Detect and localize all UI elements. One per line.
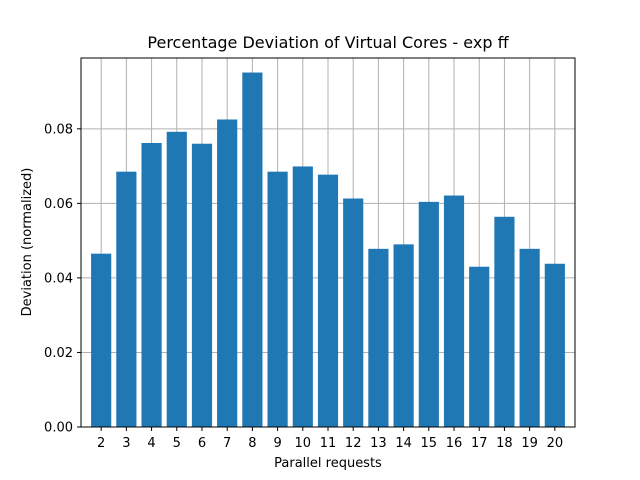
x-axis-label: Parallel requests <box>274 456 382 471</box>
bar-13 <box>368 248 389 427</box>
x-tick-label: 15 <box>421 436 438 451</box>
bar-4 <box>141 142 162 427</box>
x-tick-label: 3 <box>122 436 130 451</box>
x-tick-label: 4 <box>147 436 155 451</box>
bar-16 <box>443 195 465 427</box>
y-tick-label: 0.00 <box>44 421 73 436</box>
bar-2 <box>91 253 112 427</box>
x-tick-label: 6 <box>198 436 206 451</box>
x-tick-label: 5 <box>173 436 181 451</box>
chart-title: Percentage Deviation of Virtual Cores - … <box>147 33 509 52</box>
bar-18 <box>494 216 515 427</box>
axes: 2 3 4 5 6 7 8 9 10 11 12 13 14 15 16 17 18 19 20 0.00 0.02 0.… <box>44 57 576 451</box>
bar-3 <box>116 171 137 427</box>
y-tick-label: 0.06 <box>44 197 73 212</box>
y-tick-label: 0.04 <box>44 271 73 286</box>
x-tick-label: 20 <box>547 436 564 451</box>
x-tick-label: 9 <box>273 436 281 451</box>
bar-15 <box>418 201 439 427</box>
bar-6 <box>191 143 213 427</box>
y-tick-label: 0.02 <box>44 346 73 361</box>
bar-11 <box>317 174 339 427</box>
x-tick-label: 10 <box>295 436 312 451</box>
x-tick-label: 19 <box>521 436 538 451</box>
bar-12 <box>343 198 364 427</box>
bar-17 <box>469 266 490 427</box>
x-tick-label: 11 <box>320 436 337 451</box>
y-tick-label: 0.08 <box>44 122 73 137</box>
y-axis-label: Deviation (normalized) <box>20 168 35 317</box>
x-tick-label: 2 <box>97 436 105 451</box>
bar-10 <box>292 166 313 428</box>
x-tick-label: 12 <box>345 436 362 451</box>
bar-19 <box>519 248 540 427</box>
x-tick-label: 8 <box>248 436 256 451</box>
bar-20 <box>544 263 565 427</box>
bar-8 <box>242 72 263 427</box>
x-tick-label: 13 <box>370 436 387 451</box>
x-tick-label: 17 <box>471 436 488 451</box>
x-tick-label: 7 <box>223 436 231 451</box>
x-tick-label: 16 <box>446 436 463 451</box>
x-tick-label: 14 <box>395 436 412 451</box>
bar-9 <box>267 171 288 427</box>
x-tick-label: 18 <box>496 436 513 451</box>
bar-14 <box>393 244 414 427</box>
bar-5 <box>166 131 187 428</box>
bar-7 <box>217 119 238 427</box>
bars <box>91 72 565 428</box>
